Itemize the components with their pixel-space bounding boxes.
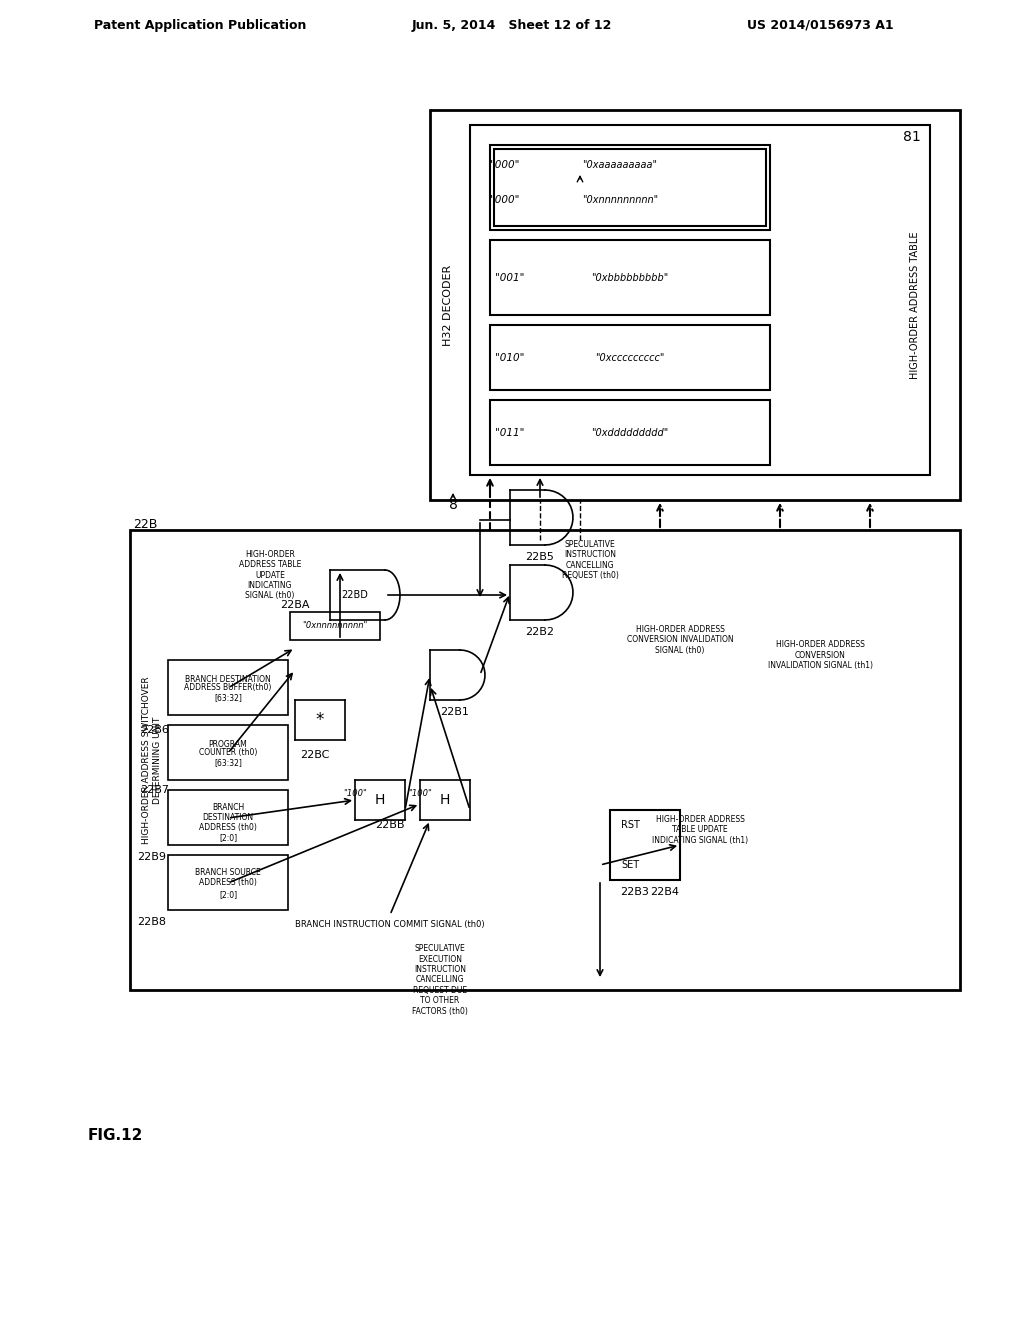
- Text: "0xddddddddd": "0xddddddddd": [592, 428, 669, 438]
- Bar: [490, 145, 770, 230]
- Text: [2:0]: [2:0]: [219, 890, 238, 899]
- Text: PROGRAM: PROGRAM: [209, 741, 248, 748]
- Text: SPECULATIVE
INSTRUCTION
CANCELLING
REQUEST (th0): SPECULATIVE INSTRUCTION CANCELLING REQUE…: [561, 540, 618, 579]
- Text: ADDRESS (th0): ADDRESS (th0): [199, 878, 257, 887]
- Text: "000": "000": [490, 160, 520, 170]
- Text: ADDRESS BUFFER(th0): ADDRESS BUFFER(th0): [184, 682, 271, 692]
- Text: BRANCH DESTINATION: BRANCH DESTINATION: [185, 675, 271, 684]
- Text: DESTINATION: DESTINATION: [203, 813, 254, 822]
- Text: HIGH-ORDER
ADDRESS TABLE
UPDATE
INDICATING
SIGNAL (th0): HIGH-ORDER ADDRESS TABLE UPDATE INDICATI…: [239, 549, 301, 601]
- Text: RST: RST: [621, 820, 639, 830]
- Text: 22BA: 22BA: [281, 601, 309, 610]
- Text: "000": "000": [490, 195, 520, 205]
- Text: HIGH-ORDER ADDRESS
CONVERSION INVALIDATION
SIGNAL (th0): HIGH-ORDER ADDRESS CONVERSION INVALIDATI…: [627, 626, 733, 655]
- Text: 81: 81: [903, 129, 921, 144]
- Text: 22B1: 22B1: [440, 708, 469, 717]
- Text: Jun. 5, 2014   Sheet 12 of 12: Jun. 5, 2014 Sheet 12 of 12: [412, 18, 612, 32]
- Text: 22B3: 22B3: [621, 887, 649, 898]
- Text: "001": "001": [496, 273, 524, 282]
- Text: "0xnnnnnnnnn": "0xnnnnnnnnn": [302, 622, 368, 631]
- Text: 22B7: 22B7: [140, 785, 170, 795]
- Text: BRANCH: BRANCH: [212, 803, 244, 812]
- Text: "0xbbbbbbbbb": "0xbbbbbbbbb": [592, 273, 669, 282]
- Text: "0xnnnnnnnnn": "0xnnnnnnnnn": [582, 195, 658, 205]
- Text: 22BD: 22BD: [342, 590, 369, 601]
- Text: 8: 8: [449, 498, 458, 512]
- Text: 22B4: 22B4: [650, 887, 680, 898]
- Bar: [130, 531, 961, 990]
- Text: "011": "011": [496, 428, 524, 438]
- Text: COUNTER (th0): COUNTER (th0): [199, 748, 257, 756]
- Text: "0xaaaaaaaaa": "0xaaaaaaaaa": [583, 160, 657, 170]
- Bar: [490, 325, 770, 389]
- Text: US 2014/0156973 A1: US 2014/0156973 A1: [746, 18, 893, 32]
- Text: BRANCH INSTRUCTION COMMIT SIGNAL (th0): BRANCH INSTRUCTION COMMIT SIGNAL (th0): [295, 920, 484, 929]
- Text: SET: SET: [621, 861, 639, 870]
- Bar: [490, 240, 770, 315]
- Text: [2:0]: [2:0]: [219, 833, 238, 842]
- Text: "010": "010": [496, 352, 524, 363]
- Text: 22BB: 22BB: [375, 820, 404, 830]
- Bar: [470, 125, 930, 475]
- Text: 22B: 22B: [133, 519, 158, 532]
- Text: HIGH-ORDER ADDRESS
CONVERSION
INVALIDATION SIGNAL (th1): HIGH-ORDER ADDRESS CONVERSION INVALIDATI…: [768, 640, 872, 671]
- Bar: [494, 149, 766, 226]
- Text: 22B8: 22B8: [137, 917, 167, 927]
- Text: H: H: [375, 793, 385, 807]
- Text: "100": "100": [343, 788, 367, 797]
- Text: "100": "100": [408, 788, 432, 797]
- Text: ADDRESS (th0): ADDRESS (th0): [199, 822, 257, 832]
- Bar: [610, 810, 680, 880]
- Text: SPECULATIVE
EXECUTION
INSTRUCTION
CANCELLING
REQUEST DUE
TO OTHER
FACTORS (th0): SPECULATIVE EXECUTION INSTRUCTION CANCEL…: [412, 944, 468, 1015]
- Text: HIGH-ORDER ADDRESS
TABLE UPDATE
INDICATING SIGNAL (th1): HIGH-ORDER ADDRESS TABLE UPDATE INDICATI…: [652, 814, 749, 845]
- Text: [63:32]: [63:32]: [214, 693, 242, 702]
- Text: 22B9: 22B9: [137, 851, 167, 862]
- Bar: [168, 725, 288, 780]
- Bar: [290, 612, 380, 640]
- Text: *: *: [315, 711, 325, 729]
- Bar: [168, 789, 288, 845]
- Bar: [168, 660, 288, 715]
- Text: "0xccccccccc": "0xccccccccc": [595, 352, 665, 363]
- Text: Patent Application Publication: Patent Application Publication: [94, 18, 306, 32]
- Text: 22B2: 22B2: [525, 627, 555, 638]
- Bar: [168, 855, 288, 909]
- Bar: [490, 400, 770, 465]
- Text: 22B5: 22B5: [525, 552, 554, 562]
- Text: BRANCH SOURCE: BRANCH SOURCE: [196, 869, 261, 876]
- Text: 22B6: 22B6: [140, 725, 169, 735]
- Text: HIGH-ORDER ADDRESS TABLE: HIGH-ORDER ADDRESS TABLE: [910, 231, 920, 379]
- Text: 22BC: 22BC: [300, 750, 330, 760]
- Text: H: H: [440, 793, 451, 807]
- Text: FIG.12: FIG.12: [87, 1127, 142, 1143]
- Text: [63:32]: [63:32]: [214, 758, 242, 767]
- Bar: [430, 110, 961, 500]
- Text: H32 DECODER: H32 DECODER: [443, 264, 453, 346]
- Text: HIGH-ORDER ADDRESS SWITCHOVER
DETERMINING UNIT: HIGH-ORDER ADDRESS SWITCHOVER DETERMININ…: [142, 676, 162, 843]
